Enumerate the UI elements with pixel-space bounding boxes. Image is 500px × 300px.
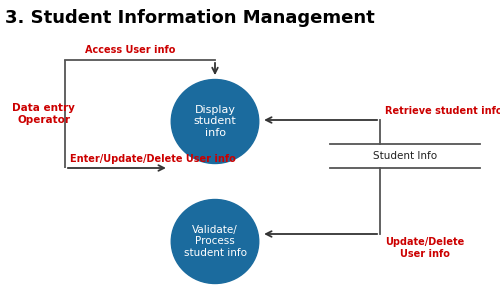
Text: Enter/Update/Delete User info: Enter/Update/Delete User info bbox=[70, 154, 236, 164]
Text: Access User info: Access User info bbox=[85, 46, 176, 56]
Text: Data entry
Operator: Data entry Operator bbox=[12, 103, 76, 125]
Text: Update/Delete
User info: Update/Delete User info bbox=[385, 237, 464, 259]
Text: Display
student
info: Display student info bbox=[194, 105, 236, 138]
Text: 3. Student Information Management: 3. Student Information Management bbox=[5, 9, 375, 27]
Text: Student Info: Student Info bbox=[373, 151, 437, 161]
Ellipse shape bbox=[171, 200, 259, 284]
Text: Retrieve student info: Retrieve student info bbox=[385, 106, 500, 116]
Ellipse shape bbox=[171, 80, 259, 164]
Text: Validate/
Process
student info: Validate/ Process student info bbox=[184, 225, 246, 258]
